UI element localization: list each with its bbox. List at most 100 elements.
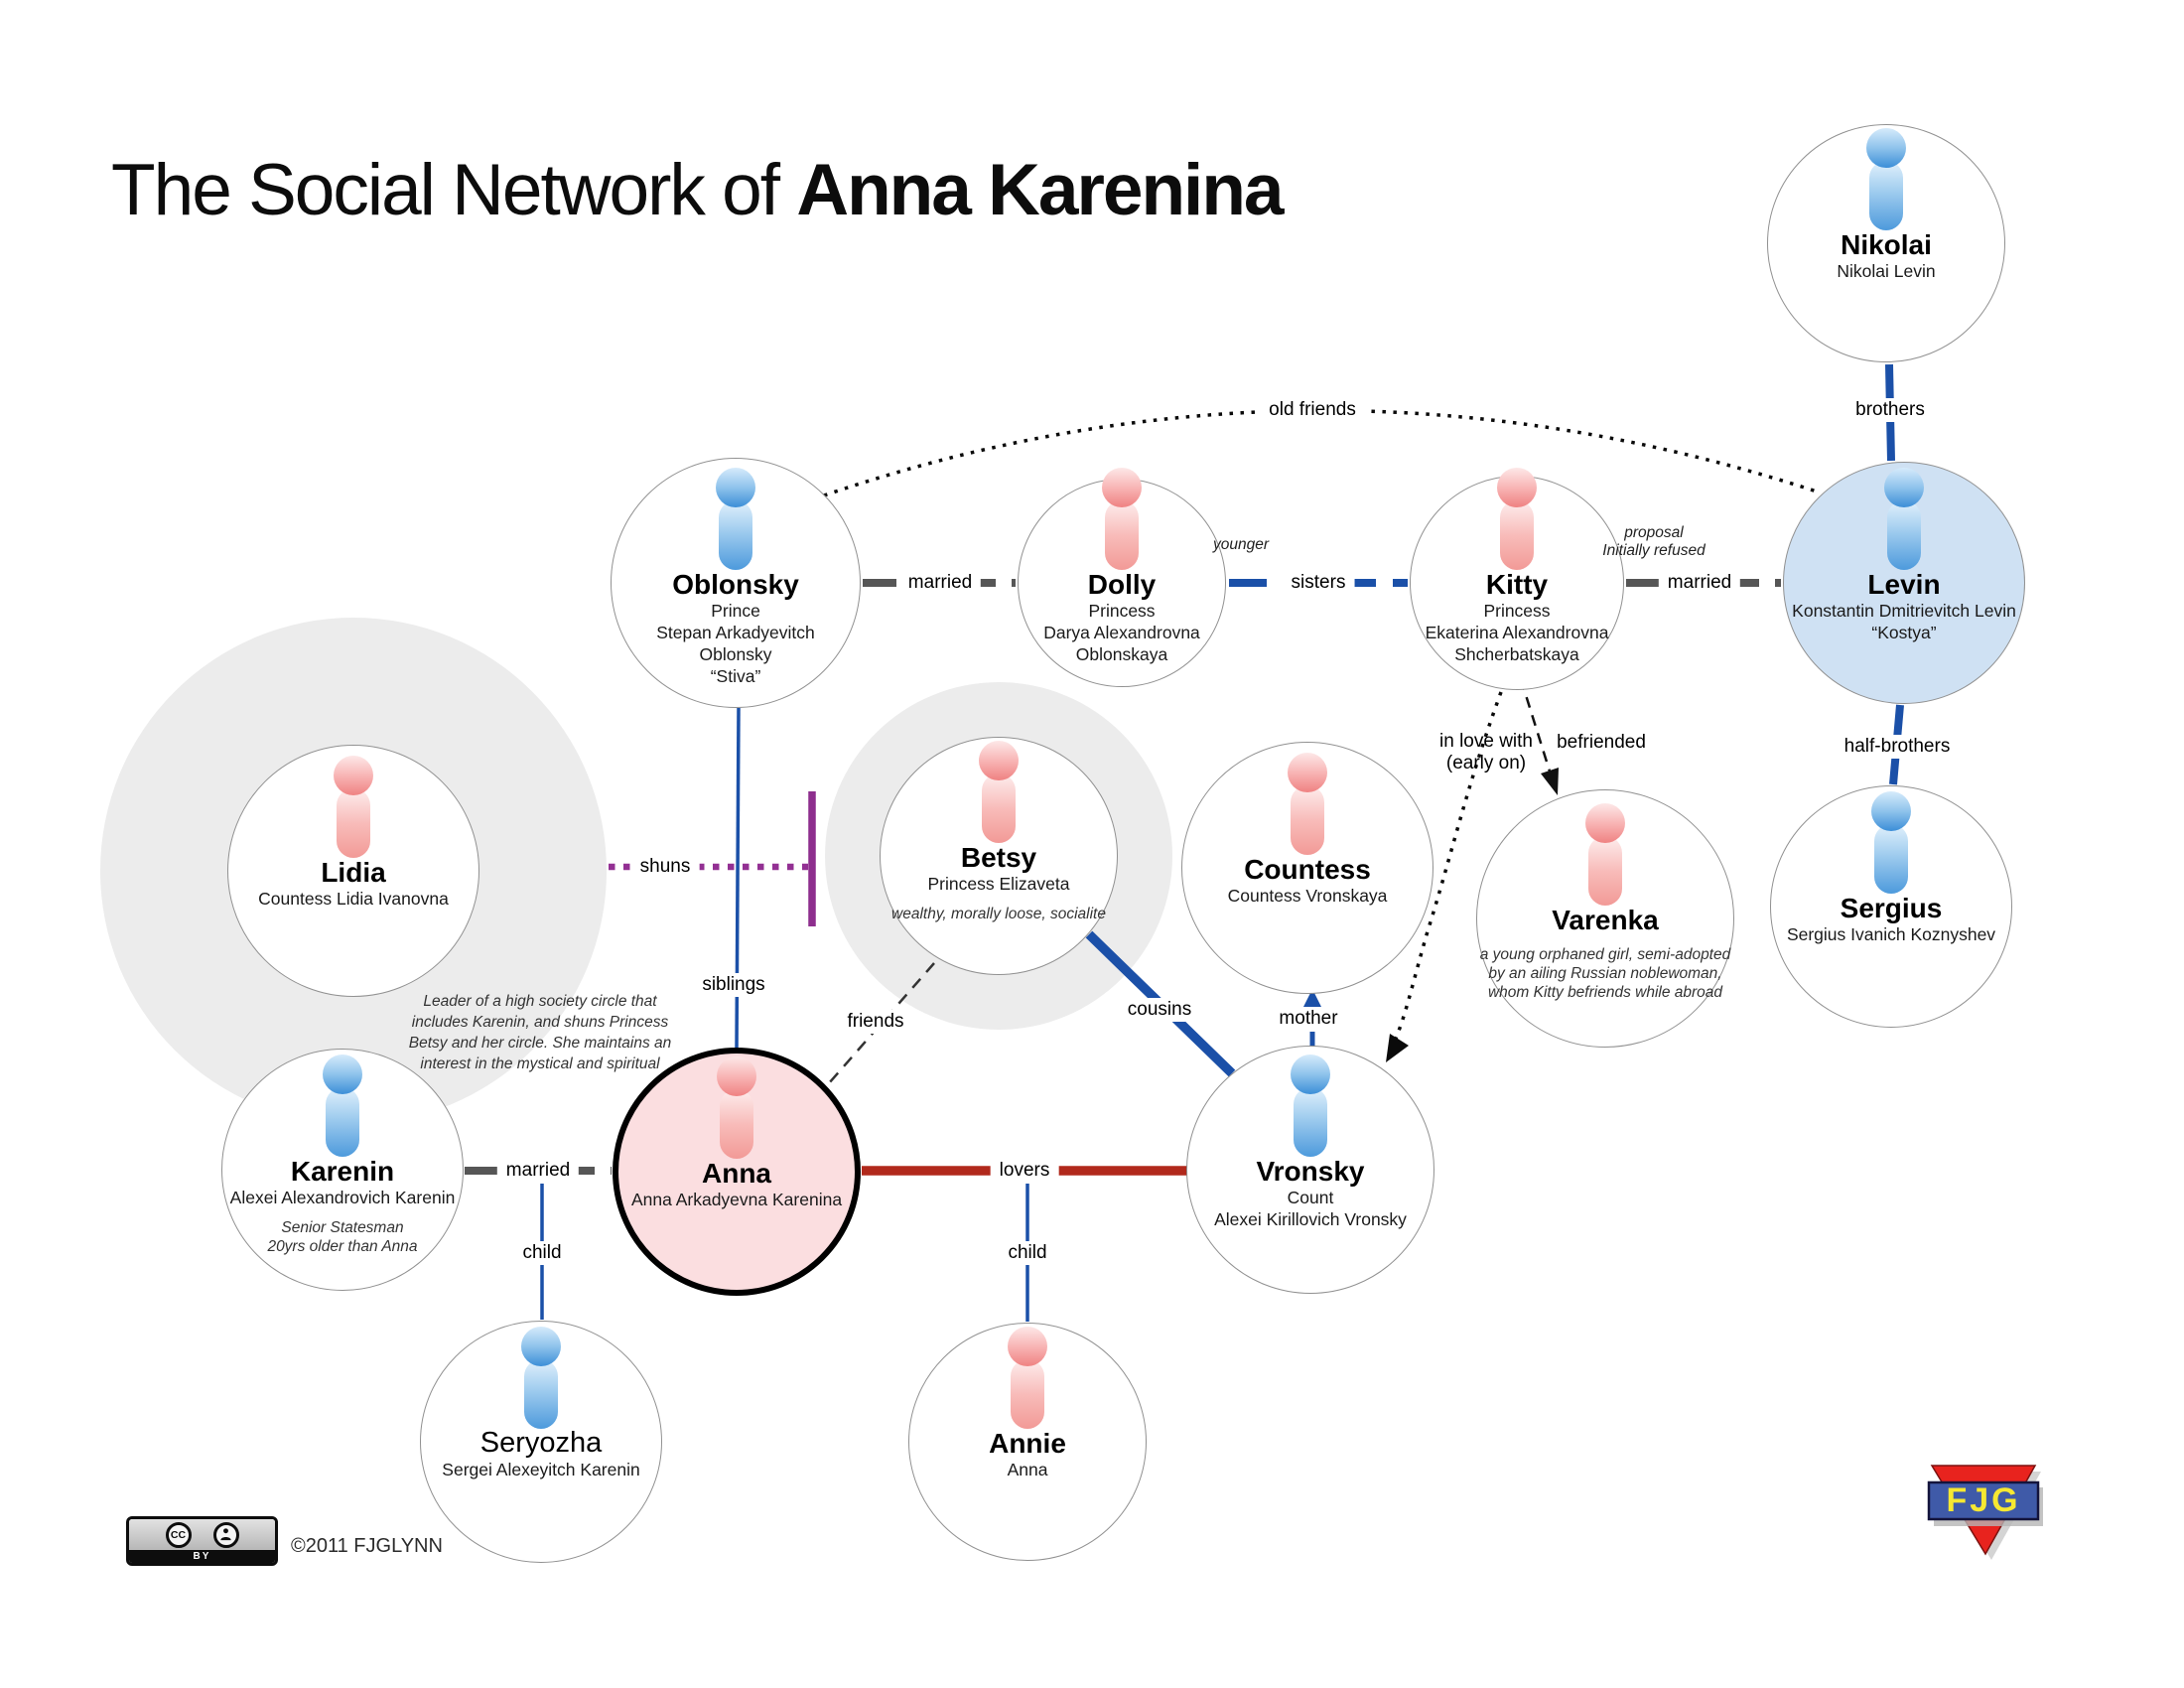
- edge-old-friends: [823, 408, 1818, 497]
- female-person-icon: [1102, 468, 1142, 571]
- node-note: Senior Statesman 20yrs older than Anna: [230, 1218, 456, 1256]
- node-name: Levin: [1867, 569, 1941, 600]
- node-note: wealthy, morally loose, socialite: [891, 906, 1106, 922]
- edge-label-married-oblonsky-dolly: married: [898, 571, 982, 595]
- attribution-person-icon: [212, 1521, 239, 1548]
- person-head: [1884, 468, 1924, 507]
- male-person-icon: [323, 1055, 362, 1158]
- edge-befriended: [1519, 678, 1553, 775]
- node-anna: Anna Anna Arkadyevna Karenina: [613, 1048, 861, 1296]
- node-subtitle: Sergei Alexeyitch Karenin: [442, 1460, 640, 1479]
- node-subtitle: Prince: [711, 601, 760, 621]
- male-person-icon: [1871, 791, 1911, 895]
- person-head: [1288, 753, 1327, 792]
- edge-label-married-kitty-levin: married: [1658, 571, 1741, 595]
- edge-label-befriended: befriended: [1557, 732, 1646, 753]
- edge-note-line: Initially refused: [1602, 542, 1706, 559]
- node-oblonsky: Oblonsky Prince Stepan Arkadyevitch Oblo…: [611, 458, 861, 708]
- cc-icon-text: CC: [170, 1528, 187, 1541]
- node-name: Seryozha: [479, 1427, 603, 1459]
- person-body: [719, 500, 752, 570]
- node-name: Lidia: [321, 857, 386, 888]
- female-person-icon: [717, 1056, 756, 1160]
- person-body: [1291, 785, 1324, 855]
- node-subtitle: “Stiva”: [710, 666, 761, 686]
- person-head: [323, 1055, 362, 1094]
- node-subtitle: Countess Vronskaya: [1227, 886, 1388, 906]
- node-lidia: Lidia Countess Lidia Ivanovna: [227, 745, 479, 997]
- node-note-line: Senior Statesman: [281, 1219, 404, 1236]
- person-head: [1585, 803, 1625, 843]
- male-person-icon: [1884, 468, 1924, 571]
- node-countess: Countess Countess Vronskaya: [1181, 742, 1433, 994]
- female-person-icon: [334, 756, 373, 859]
- node-subtitle: Sergius Ivanich Koznyshev: [1786, 924, 1996, 944]
- edge-label-child-seryozha: child: [513, 1241, 571, 1265]
- node-subtitle: Oblonsky: [699, 644, 772, 664]
- person-body: [337, 788, 370, 858]
- node-kitty: Kitty Princess Ekaterina Alexandrovna Sh…: [1410, 468, 1624, 690]
- node-subtitle: Princess: [1088, 601, 1156, 621]
- cc-license-badge: CC BY: [126, 1516, 278, 1566]
- node-subtitle: Stepan Arkadyevitch: [656, 623, 815, 642]
- edge-label-sisters: sisters: [1282, 571, 1355, 595]
- edge-friends: [828, 962, 935, 1084]
- arrowhead-befriended: [1541, 768, 1559, 795]
- edge-label-half-brothers: half-brothers: [1835, 735, 1960, 759]
- node-note: a young orphaned girl, semi-adopted by a…: [1480, 945, 1730, 1002]
- person-head: [1102, 468, 1142, 507]
- node-subtitle: Princess: [1483, 601, 1551, 621]
- node-annie: Annie Anna: [908, 1323, 1147, 1561]
- edge-note-line: proposal: [1624, 524, 1684, 541]
- person-glyph: [220, 1528, 231, 1541]
- annotation-line: Leader of a high society circle that: [423, 993, 657, 1010]
- node-levin: Levin Konstantin Dmitrievitch Levin “Kos…: [1783, 462, 2025, 704]
- edge-label-brothers: brothers: [1846, 398, 1934, 422]
- node-subtitle: Konstantin Dmitrievitch Levin: [1792, 601, 2016, 621]
- person-body: [326, 1087, 359, 1157]
- male-person-icon: [1291, 1055, 1330, 1158]
- node-subtitle: “Kostya”: [1871, 623, 1937, 642]
- edge-label-old-friends: old friends: [1260, 398, 1365, 422]
- node-name: Countess: [1244, 854, 1371, 885]
- node-note-line: a young orphaned girl, semi-adopted: [1479, 946, 1731, 963]
- male-person-icon: [521, 1327, 561, 1430]
- node-karenin: Karenin Alexei Alexandrovich Karenin Sen…: [221, 1049, 464, 1291]
- person-body: [1105, 500, 1139, 570]
- person-head: [1291, 1055, 1330, 1094]
- node-dolly: Dolly Princess Darya Alexandrovna Oblons…: [1018, 468, 1226, 687]
- edge-note-younger: younger: [1212, 536, 1270, 553]
- person-body: [1294, 1087, 1327, 1157]
- person-head: [1871, 791, 1911, 831]
- female-person-icon: [1497, 468, 1537, 571]
- person-head: [716, 468, 755, 507]
- cc-badge-top: CC: [129, 1519, 275, 1550]
- female-person-icon: [1008, 1327, 1047, 1430]
- node-name: Karenin: [290, 1156, 395, 1187]
- annotation-line: Betsy and her circle. She maintains an: [408, 1035, 672, 1052]
- page-title-emphasis: Anna Karenina: [796, 150, 1284, 230]
- edge-label-lovers: lovers: [990, 1159, 1059, 1183]
- edge-siblings: [735, 707, 741, 1050]
- person-head: [717, 1056, 756, 1096]
- node-name: Kitty: [1485, 569, 1549, 600]
- logo-text: FJG: [1946, 1481, 2020, 1519]
- person-head: [1866, 128, 1906, 168]
- node-name: Anna: [702, 1158, 771, 1189]
- node-note-line: 20yrs older than Anna: [267, 1238, 418, 1255]
- node-subtitle: Countess Lidia Ivanovna: [258, 889, 449, 909]
- person-body: [1874, 824, 1908, 894]
- female-person-icon: [1585, 803, 1625, 907]
- node-name: Varenka: [1552, 905, 1659, 935]
- node-subtitle: Nikolai Levin: [1837, 261, 1936, 281]
- person-head: [334, 756, 373, 795]
- node-sergius: Sergius Sergius Ivanich Koznyshev: [1770, 785, 2012, 1028]
- edge-label-friends: friends: [838, 1010, 913, 1034]
- logo-banner: [1927, 1480, 2040, 1521]
- node-subtitle: Alexei Kirillovich Vronsky: [1214, 1209, 1407, 1229]
- node-name: Vronsky: [1256, 1156, 1365, 1187]
- node-name: Nikolai: [1841, 229, 1932, 260]
- node-name: Dolly: [1087, 569, 1157, 600]
- node-varenka: Varenka a young orphaned girl, semi-adop…: [1476, 789, 1734, 1048]
- person-body: [1887, 500, 1921, 570]
